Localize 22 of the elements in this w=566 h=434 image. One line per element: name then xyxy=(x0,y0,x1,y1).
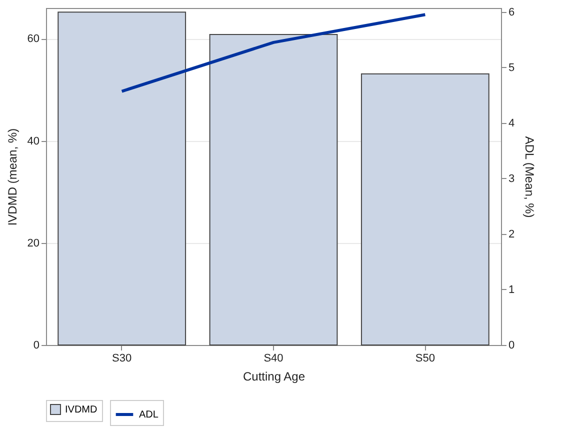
legend-label: ADL xyxy=(139,410,159,420)
y-tick-label: 40 xyxy=(27,135,40,148)
y2-tick-label: 5 xyxy=(508,62,515,74)
x-tick-label: S40 xyxy=(264,352,284,364)
bar xyxy=(58,12,186,346)
y2-tick-label: 2 xyxy=(508,228,515,240)
y2-tick-label: 1 xyxy=(508,284,515,296)
x-axis-title: Cutting Age xyxy=(242,370,306,384)
legend-label: IVDMD xyxy=(65,404,98,416)
y2-tick-label: 4 xyxy=(508,117,515,130)
y-tick-label: 20 xyxy=(27,237,40,250)
y-axis-title: IVDMD (mean, %) xyxy=(5,128,20,226)
x-tick-label: S30 xyxy=(112,352,132,364)
x-tick-label: S50 xyxy=(415,352,435,364)
y2-tick-label: 0 xyxy=(508,340,515,352)
y2-tick-label: 3 xyxy=(508,172,515,185)
y-tick-label: 0 xyxy=(33,340,40,352)
bar xyxy=(360,73,490,346)
y2-axis-title: ADL (Mean, %) xyxy=(522,136,537,218)
y2-tick-label: 6 xyxy=(508,6,515,18)
y-tick-label: 60 xyxy=(27,33,40,46)
bar xyxy=(209,34,338,346)
